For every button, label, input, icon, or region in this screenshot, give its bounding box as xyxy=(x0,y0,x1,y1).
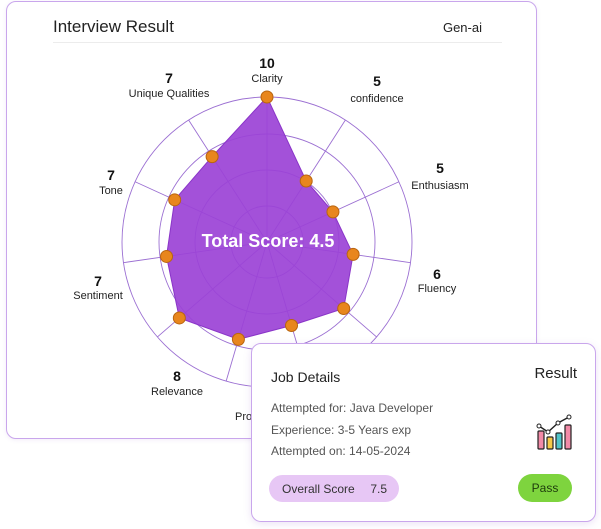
overall-score-value: 7.5 xyxy=(370,482,387,496)
total-score-text: Total Score: 4.5 xyxy=(202,231,335,251)
experience: Experience: 3-5 Years exp xyxy=(271,423,412,437)
axis-score-4: 6 xyxy=(433,266,441,282)
attempted-on: Attempted on: 14-05-2024 xyxy=(271,444,411,458)
score-area xyxy=(165,96,354,340)
axis-label-2: confidence xyxy=(350,93,403,105)
axis-score-2: 5 xyxy=(373,73,381,89)
bar-chart-icon xyxy=(536,414,572,450)
score-point-3[interactable] xyxy=(326,205,340,219)
score-point-4[interactable] xyxy=(346,247,360,261)
axis-score-3: 5 xyxy=(436,160,444,176)
title-divider xyxy=(53,42,502,43)
axis-label-10: Tone xyxy=(99,185,123,197)
axis-label-11: Unique Qualities xyxy=(129,88,210,100)
axis-label-1: Clarity xyxy=(251,73,283,85)
score-point-5[interactable] xyxy=(337,301,351,315)
score-point-9[interactable] xyxy=(160,249,174,263)
axis-score-10: 7 xyxy=(107,167,115,183)
score-points xyxy=(160,90,360,346)
category-tag: Gen-ai xyxy=(442,20,482,35)
axis-label-9: Sentiment xyxy=(73,290,123,302)
card-title: Interview Result xyxy=(53,17,174,36)
axis-score-9: 7 xyxy=(94,273,102,289)
score-point-2[interactable] xyxy=(299,174,313,188)
axis-label-4: Fluency xyxy=(418,283,457,295)
score-point-10[interactable] xyxy=(168,193,182,207)
result-title: Result xyxy=(534,365,577,382)
job-details-title: Job Details xyxy=(271,369,341,385)
job-details-card: Job Details Result Attempted for: Java D… xyxy=(251,343,596,522)
attempted-for: Attempted for: Java Developer xyxy=(271,401,434,415)
axis-label-7: Prof xyxy=(235,411,256,423)
pass-status-badge[interactable]: Pass xyxy=(518,474,572,502)
axis-score-11: 7 xyxy=(165,70,173,86)
score-point-1[interactable] xyxy=(260,90,274,104)
score-point-6[interactable] xyxy=(285,318,299,332)
axis-score-1: 10 xyxy=(259,55,275,71)
axis-label-3: Enthusiasm xyxy=(411,180,468,192)
overall-score-label: Overall Score xyxy=(282,482,355,496)
axis-score-8: 8 xyxy=(173,368,181,384)
score-point-7[interactable] xyxy=(231,332,245,346)
overall-score-badge: Overall Score 7.5 xyxy=(269,475,399,502)
score-point-8[interactable] xyxy=(172,311,186,325)
score-point-11[interactable] xyxy=(205,150,219,164)
axis-label-8: Relevance xyxy=(151,386,203,398)
